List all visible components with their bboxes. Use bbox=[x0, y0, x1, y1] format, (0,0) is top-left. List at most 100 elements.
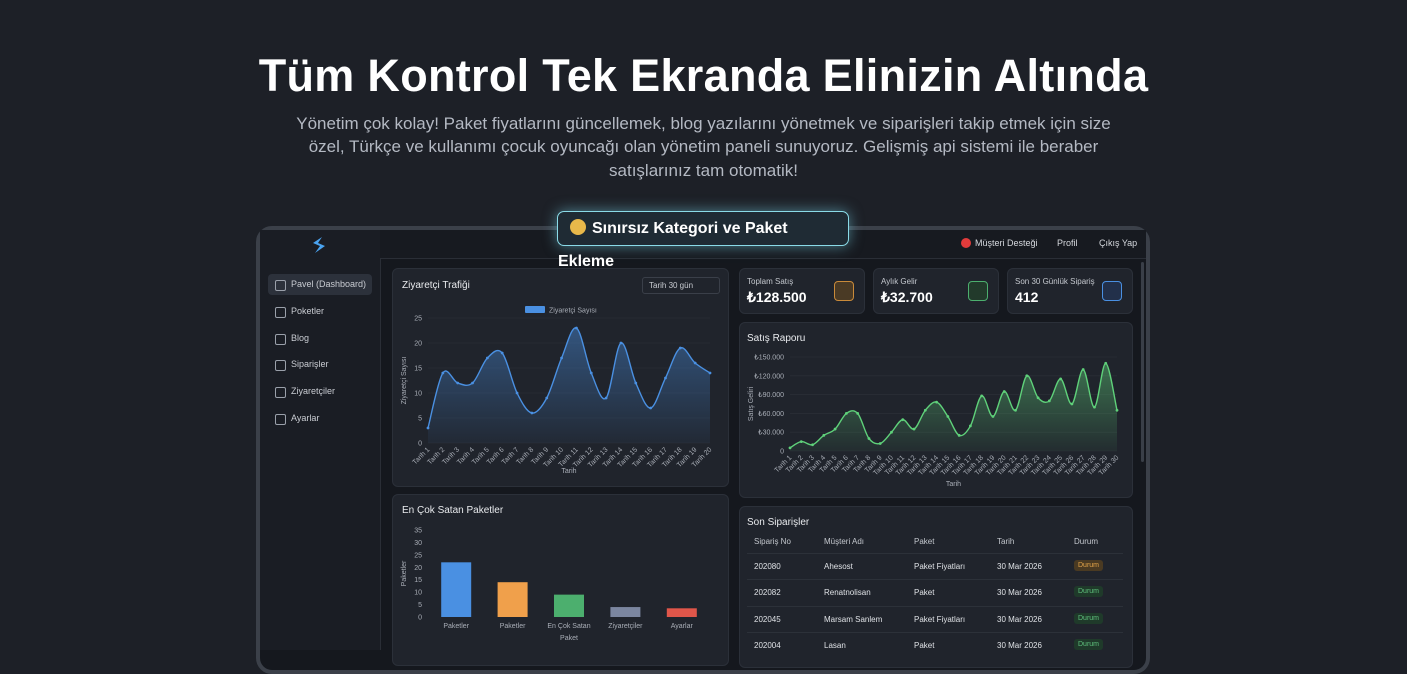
table-cell: 30 Mar 2026 bbox=[997, 614, 1042, 624]
badge-text: Sınırsız Kategori ve Paket Ekleme bbox=[558, 220, 788, 270]
hero-subtitle: satışlarınız tam otomatik! bbox=[609, 161, 798, 180]
point bbox=[901, 418, 905, 422]
point bbox=[1036, 396, 1040, 400]
point bbox=[980, 394, 984, 398]
status-badge: Durum bbox=[1074, 560, 1104, 571]
panel-title: Ziyaretçi Trafiği bbox=[402, 280, 470, 291]
nav-item[interactable]: Ayarlar bbox=[291, 413, 320, 423]
table-header: Durum bbox=[1074, 537, 1099, 546]
nav-active[interactable] bbox=[268, 274, 372, 295]
status-badge: Durum bbox=[1074, 638, 1104, 650]
point bbox=[708, 371, 712, 375]
point bbox=[1059, 377, 1063, 381]
point bbox=[634, 381, 638, 385]
panel-title: En Çok Satan Paketler bbox=[402, 505, 504, 516]
page: Yönetim Paneli {"header":{"title":"Tüm K… bbox=[256, 50, 1150, 674]
y-tick-label: ₺150.000 bbox=[754, 354, 784, 362]
y-tick-label: 30 bbox=[414, 540, 422, 547]
x-tick-label: Ziyaretçiler bbox=[608, 623, 643, 630]
table-cell: Ahesost bbox=[824, 562, 853, 571]
x-axis-label: Tarih bbox=[946, 481, 961, 488]
point bbox=[456, 381, 460, 385]
status-badge: Durum bbox=[1074, 612, 1104, 624]
y-tick-label: 35 bbox=[414, 528, 422, 535]
y-tick-label: ₺30.000 bbox=[758, 429, 784, 437]
table-cell: 202045 bbox=[754, 614, 781, 624]
nav-item[interactable]: Blog bbox=[291, 332, 310, 343]
y-tick-label: 15 bbox=[414, 577, 422, 584]
nav-item[interactable]: Pavel (Dashboard) bbox=[291, 279, 367, 289]
nav-icon bbox=[275, 280, 286, 291]
table-header: Sipariş No bbox=[754, 537, 791, 546]
point bbox=[991, 415, 995, 418]
point bbox=[1070, 402, 1074, 406]
y-tick-label: 15 bbox=[414, 366, 422, 373]
nav-icon bbox=[275, 306, 286, 318]
topbar-link[interactable]: Çıkış Yap bbox=[1099, 238, 1138, 248]
hero-title: Tüm Kontrol Tek Ekranda Elinizin Altında bbox=[258, 50, 1149, 101]
point bbox=[856, 412, 860, 415]
point bbox=[500, 351, 504, 355]
table-cell: Renatnolisan bbox=[824, 588, 871, 598]
table-cell: Paket Fiyatları bbox=[914, 562, 966, 571]
point bbox=[515, 391, 519, 395]
stat-value: ₺128.500 bbox=[747, 289, 807, 305]
point bbox=[604, 396, 608, 400]
point bbox=[664, 376, 667, 380]
nav-item[interactable]: Ziyaretçiler bbox=[291, 386, 336, 397]
y-axis-label: Paketler bbox=[401, 560, 408, 586]
topbar-link[interactable]: Müşteri Desteği bbox=[975, 238, 1038, 248]
orders-panel bbox=[739, 506, 1133, 668]
topbar-link[interactable]: Profil bbox=[1057, 238, 1078, 248]
area bbox=[790, 363, 1117, 451]
point bbox=[946, 415, 950, 418]
y-tick-label: ₺120.000 bbox=[754, 372, 784, 380]
table-cell: 30 Mar 2026 bbox=[997, 588, 1042, 598]
point bbox=[878, 442, 882, 445]
point bbox=[844, 412, 848, 415]
bar bbox=[554, 594, 584, 617]
table-cell: Marsam Sanlem bbox=[824, 614, 883, 624]
row-divider bbox=[747, 579, 1123, 581]
stat-icon bbox=[834, 281, 854, 301]
panel-title: Satış Raporu bbox=[747, 333, 806, 344]
table-cell: Paket bbox=[914, 640, 935, 650]
y-tick-label: ₺60.000 bbox=[758, 410, 784, 418]
y-tick-label: ₺90.000 bbox=[758, 391, 784, 399]
point bbox=[426, 426, 430, 430]
point bbox=[560, 356, 563, 360]
y-axis-label: Satış Geliri bbox=[748, 386, 755, 421]
date-filter[interactable]: Tarih 30 gün bbox=[642, 277, 720, 294]
legend-swatch bbox=[525, 306, 545, 313]
stat-icon bbox=[968, 281, 988, 301]
y-tick-label: 5 bbox=[418, 602, 422, 609]
nav-icon bbox=[275, 387, 286, 399]
bar bbox=[666, 608, 697, 617]
hero-subtitle: Yönetim çok kolay! Paket fiyatlarını gün… bbox=[296, 114, 1111, 133]
point bbox=[923, 408, 927, 412]
point bbox=[485, 356, 489, 360]
point bbox=[890, 430, 893, 434]
legend-label: Ziyaretçi Sayısı bbox=[549, 308, 597, 315]
bar bbox=[441, 562, 472, 617]
point bbox=[1014, 408, 1017, 412]
y-tick-label: 0 bbox=[780, 449, 784, 456]
hero-subtitle: özel, Türkçe ve kullanımı çocuk oyuncağı… bbox=[308, 137, 1099, 156]
point bbox=[822, 433, 826, 437]
point bbox=[678, 346, 682, 350]
scrollbar bbox=[1141, 262, 1144, 462]
point bbox=[589, 371, 593, 375]
nav-item[interactable]: Siparişler bbox=[291, 359, 329, 370]
x-tick-label: Ayarlar bbox=[671, 623, 694, 630]
y-tick-label: 0 bbox=[418, 441, 422, 448]
nav-item[interactable]: Poketler bbox=[291, 305, 325, 316]
point bbox=[788, 446, 792, 450]
y-tick-label: 0 bbox=[418, 615, 422, 622]
stat-label: Son 30 Günlük Sipariş bbox=[1015, 277, 1095, 286]
badge-icon bbox=[570, 219, 586, 235]
point bbox=[799, 440, 803, 443]
x-axis-label: Paket bbox=[560, 635, 578, 642]
point bbox=[1115, 408, 1119, 412]
point bbox=[1104, 361, 1108, 365]
